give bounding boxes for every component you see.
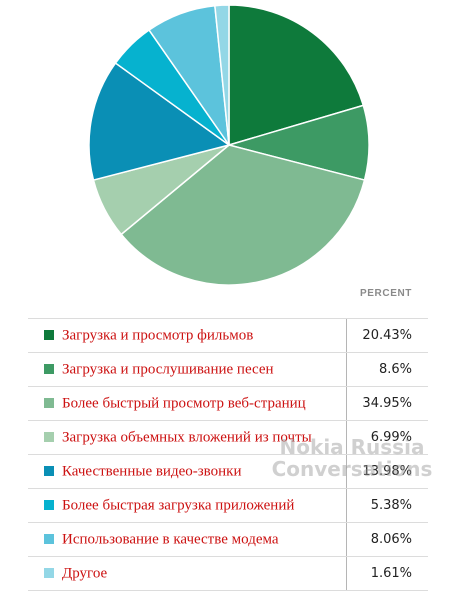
legend-value: 34.95%	[346, 386, 428, 421]
pie-chart	[88, 4, 370, 286]
legend-swatch	[44, 534, 54, 545]
legend-label: Загрузка и просмотр фильмов	[62, 326, 254, 343]
percent-column-header: PERCENT	[360, 288, 412, 299]
legend-value: 8.06%	[346, 522, 428, 557]
legend-swatch	[44, 568, 54, 579]
legend-row: Другое 1.61%	[28, 556, 428, 591]
legend-swatch	[44, 432, 54, 443]
pie-slice	[120, 144, 366, 286]
legend-value: 13.98%	[346, 454, 428, 489]
pie-slice	[228, 4, 365, 146]
legend-label: Другое	[62, 564, 108, 581]
legend-label: Более быстрый просмотр веб-страниц	[62, 394, 306, 411]
legend-label: Использование в качестве модема	[62, 530, 279, 547]
pie-slice	[214, 4, 230, 146]
legend-row: Использование в качестве модема 8.06%	[28, 522, 428, 557]
legend-swatch	[44, 500, 54, 511]
legend-swatch	[44, 466, 54, 477]
legend-swatch	[44, 330, 54, 341]
legend-value: 8.6%	[346, 352, 428, 387]
pie-slice	[88, 62, 230, 181]
legend-row: Загрузка и просмотр фильмов 20.43%	[28, 318, 428, 353]
legend-row: Качественные видео-звонки 13.98%	[28, 454, 428, 489]
legend-value: 1.61%	[346, 556, 428, 591]
legend-label: Более быстрая загрузка приложений	[62, 496, 295, 513]
legend-label: Загрузка объемных вложений из почты	[62, 428, 312, 445]
legend-row: Более быстрая загрузка приложений 5.38%	[28, 488, 428, 523]
legend-label: Качественные видео-звонки	[62, 462, 242, 479]
legend-value: 5.38%	[346, 488, 428, 523]
legend-swatch	[44, 364, 54, 375]
legend-label: Загрузка и прослушивание песен	[62, 360, 274, 377]
legend-row: Более быстрый просмотр веб-страниц 34.95…	[28, 386, 428, 421]
legend-table: Загрузка и просмотр фильмов 20.43% Загру…	[28, 318, 428, 591]
legend-swatch	[44, 398, 54, 409]
legend-value: 6.99%	[346, 420, 428, 455]
legend-row: Загрузка и прослушивание песен 8.6%	[28, 352, 428, 387]
legend-value: 20.43%	[346, 318, 428, 353]
legend-row: Загрузка объемных вложений из почты 6.99…	[28, 420, 428, 455]
